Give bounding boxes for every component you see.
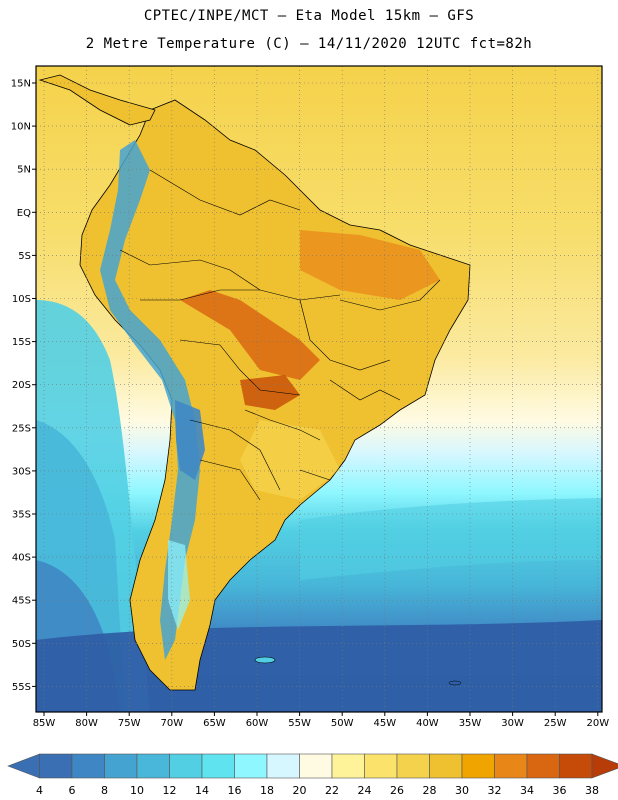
colorbar-tick-label: 30 [455, 784, 469, 797]
lat-label: 20S [12, 380, 31, 391]
atlantic-cool-band [300, 498, 602, 580]
colorbar-swatch [201, 753, 235, 779]
lon-label: 45W [373, 718, 396, 729]
lat-label: 5N [17, 165, 31, 176]
colorbar-swatch [461, 753, 495, 779]
lat-label: 15S [12, 337, 31, 348]
lat-label: 10N [11, 122, 31, 133]
lon-label: 25W [544, 718, 567, 729]
colorbar-swatch [331, 753, 365, 779]
andes-cold-ridge [100, 140, 200, 660]
lon-label: 65W [203, 718, 226, 729]
colorbar-swatch [364, 753, 398, 779]
colorbar-tick-label: 10 [130, 784, 144, 797]
lat-label: 45S [12, 596, 31, 607]
colorbar-swatch [104, 753, 138, 779]
lat-label: 50S [12, 639, 31, 650]
lon-label: 75W [118, 718, 141, 729]
amazon-warm-zone [300, 230, 440, 300]
colorbar-tick-label: 36 [553, 784, 567, 797]
colorbar-tick-label: 4 [36, 784, 43, 797]
lon-label: 60W [246, 718, 269, 729]
colorbar-tick-label: 22 [325, 784, 339, 797]
colorbar-swatch [559, 753, 593, 779]
colorbar-tick-label: 38 [585, 784, 599, 797]
lon-label: 40W [416, 718, 439, 729]
colorbar-tick-label: 16 [228, 784, 242, 797]
colorbar: 4 6 8 10 12 14 16 18 20 22 24 26 28 30 32 34 36 38 [7, 753, 618, 797]
latitude-axis: 15N 10N 5N EQ 5S 10S 15S 20S 25S 30S 35S 40S 45S 50S 5… [11, 79, 36, 693]
lon-label: 30W [501, 718, 524, 729]
colorbar-tick-label: 18 [260, 784, 274, 797]
colorbar-swatch [136, 753, 170, 779]
lon-label: 70W [160, 718, 183, 729]
map-frame [35, 65, 603, 713]
hottest-zone [240, 375, 300, 410]
lat-label: 30S [12, 466, 31, 477]
colorbar-swatch [234, 753, 268, 779]
lat-label: 25S [12, 423, 31, 434]
colorbar-swatch [169, 753, 203, 779]
colorbar-tick-label: 28 [423, 784, 437, 797]
southern-ocean [36, 620, 602, 712]
colorbar-tick-label: 26 [390, 784, 404, 797]
pampas-mild-zone [240, 420, 340, 500]
colorbar-tick-label: 24 [358, 784, 372, 797]
colorbar-low-arrow [7, 753, 40, 779]
lat-label: 10S [12, 294, 31, 305]
lon-label: 35W [459, 718, 482, 729]
lon-label: 50W [331, 718, 354, 729]
central-america-land [38, 74, 156, 126]
colorbar-tick-label: 6 [69, 784, 76, 797]
hot-interior-zone [180, 290, 320, 380]
lat-label: 35S [12, 510, 31, 521]
lat-label: 40S [12, 553, 31, 564]
map-title-source: CPTEC/INPE/MCT – Eta Model 15km – GFS [143, 8, 475, 24]
country-borders [119, 169, 441, 501]
map-title-variable: 2 Metre Temperature (C) – 14/11/2020 12U… [85, 36, 533, 52]
map-field [36, 66, 602, 712]
colorbar-tick-label: 14 [195, 784, 209, 797]
lon-label: 80W [75, 718, 98, 729]
colorbar-tick-label: 34 [520, 784, 534, 797]
lat-label: 15N [11, 79, 31, 90]
longitude-axis: 85W 80W 75W 70W 65W 60W 55W 50W 45W 40W 35W 30W 25W 2… [33, 712, 609, 729]
colorbar-swatch [396, 753, 430, 779]
colorbar-swatch [526, 753, 560, 779]
colorbar-swatch [494, 753, 528, 779]
lat-label: 5S [18, 251, 31, 262]
south-georgia-island [448, 680, 462, 686]
colorbar-swatch [39, 753, 73, 779]
colorbar-high-arrow [591, 753, 618, 779]
lon-label: 55W [288, 718, 311, 729]
falklands-islands [254, 656, 276, 664]
colorbar-swatch [266, 753, 300, 779]
lat-label: 55S [12, 682, 31, 693]
colorbar-tick-label: 32 [488, 784, 502, 797]
lat-label: EQ [17, 208, 31, 219]
lon-label: 85W [33, 718, 56, 729]
lon-label: 20W [586, 718, 609, 729]
colorbar-swatch [299, 753, 333, 779]
colorbar-tick-label: 12 [163, 784, 177, 797]
colorbar-swatch [429, 753, 463, 779]
andes-coldest-zone [175, 400, 205, 480]
colorbar-swatch [71, 753, 105, 779]
colorbar-tick-label: 20 [293, 784, 307, 797]
colorbar-tick-label: 8 [101, 784, 108, 797]
patagonia-cool-zone [168, 540, 190, 630]
